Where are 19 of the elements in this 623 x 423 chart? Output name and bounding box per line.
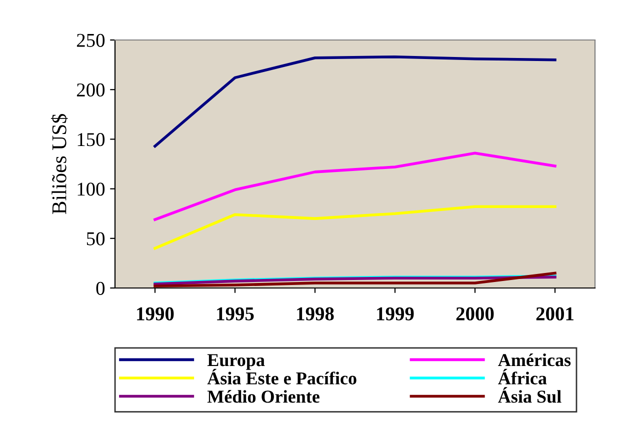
legend-label: Américas [498, 353, 571, 366]
legend-label: África [498, 368, 547, 384]
x-tick-label: 1995 [217, 307, 254, 320]
x-tick-label: 2001 [536, 307, 574, 320]
x-tick-label: 1998 [297, 307, 334, 320]
x-tick-label: 1990 [137, 307, 174, 320]
y-tick-label: 200 [76, 83, 105, 97]
legend-label: Médio Oriente [207, 390, 320, 403]
y-tick-label: 0 [96, 282, 105, 295]
x-tick-label: 1999 [377, 307, 414, 320]
y-axis-title: Biliões US$ [51, 114, 68, 214]
y-tick-label: 150 [78, 133, 105, 146]
y-tick-label: 250 [76, 34, 105, 47]
legend-label: Europa [207, 354, 265, 370]
legend-label: Ásia Este e Pacífico [207, 368, 356, 384]
legend-label: Ásia Sul [498, 387, 562, 403]
y-tick-label: 100 [78, 182, 105, 196]
x-tick-label: 2000 [456, 307, 494, 320]
y-tick-label: 50 [86, 232, 105, 246]
